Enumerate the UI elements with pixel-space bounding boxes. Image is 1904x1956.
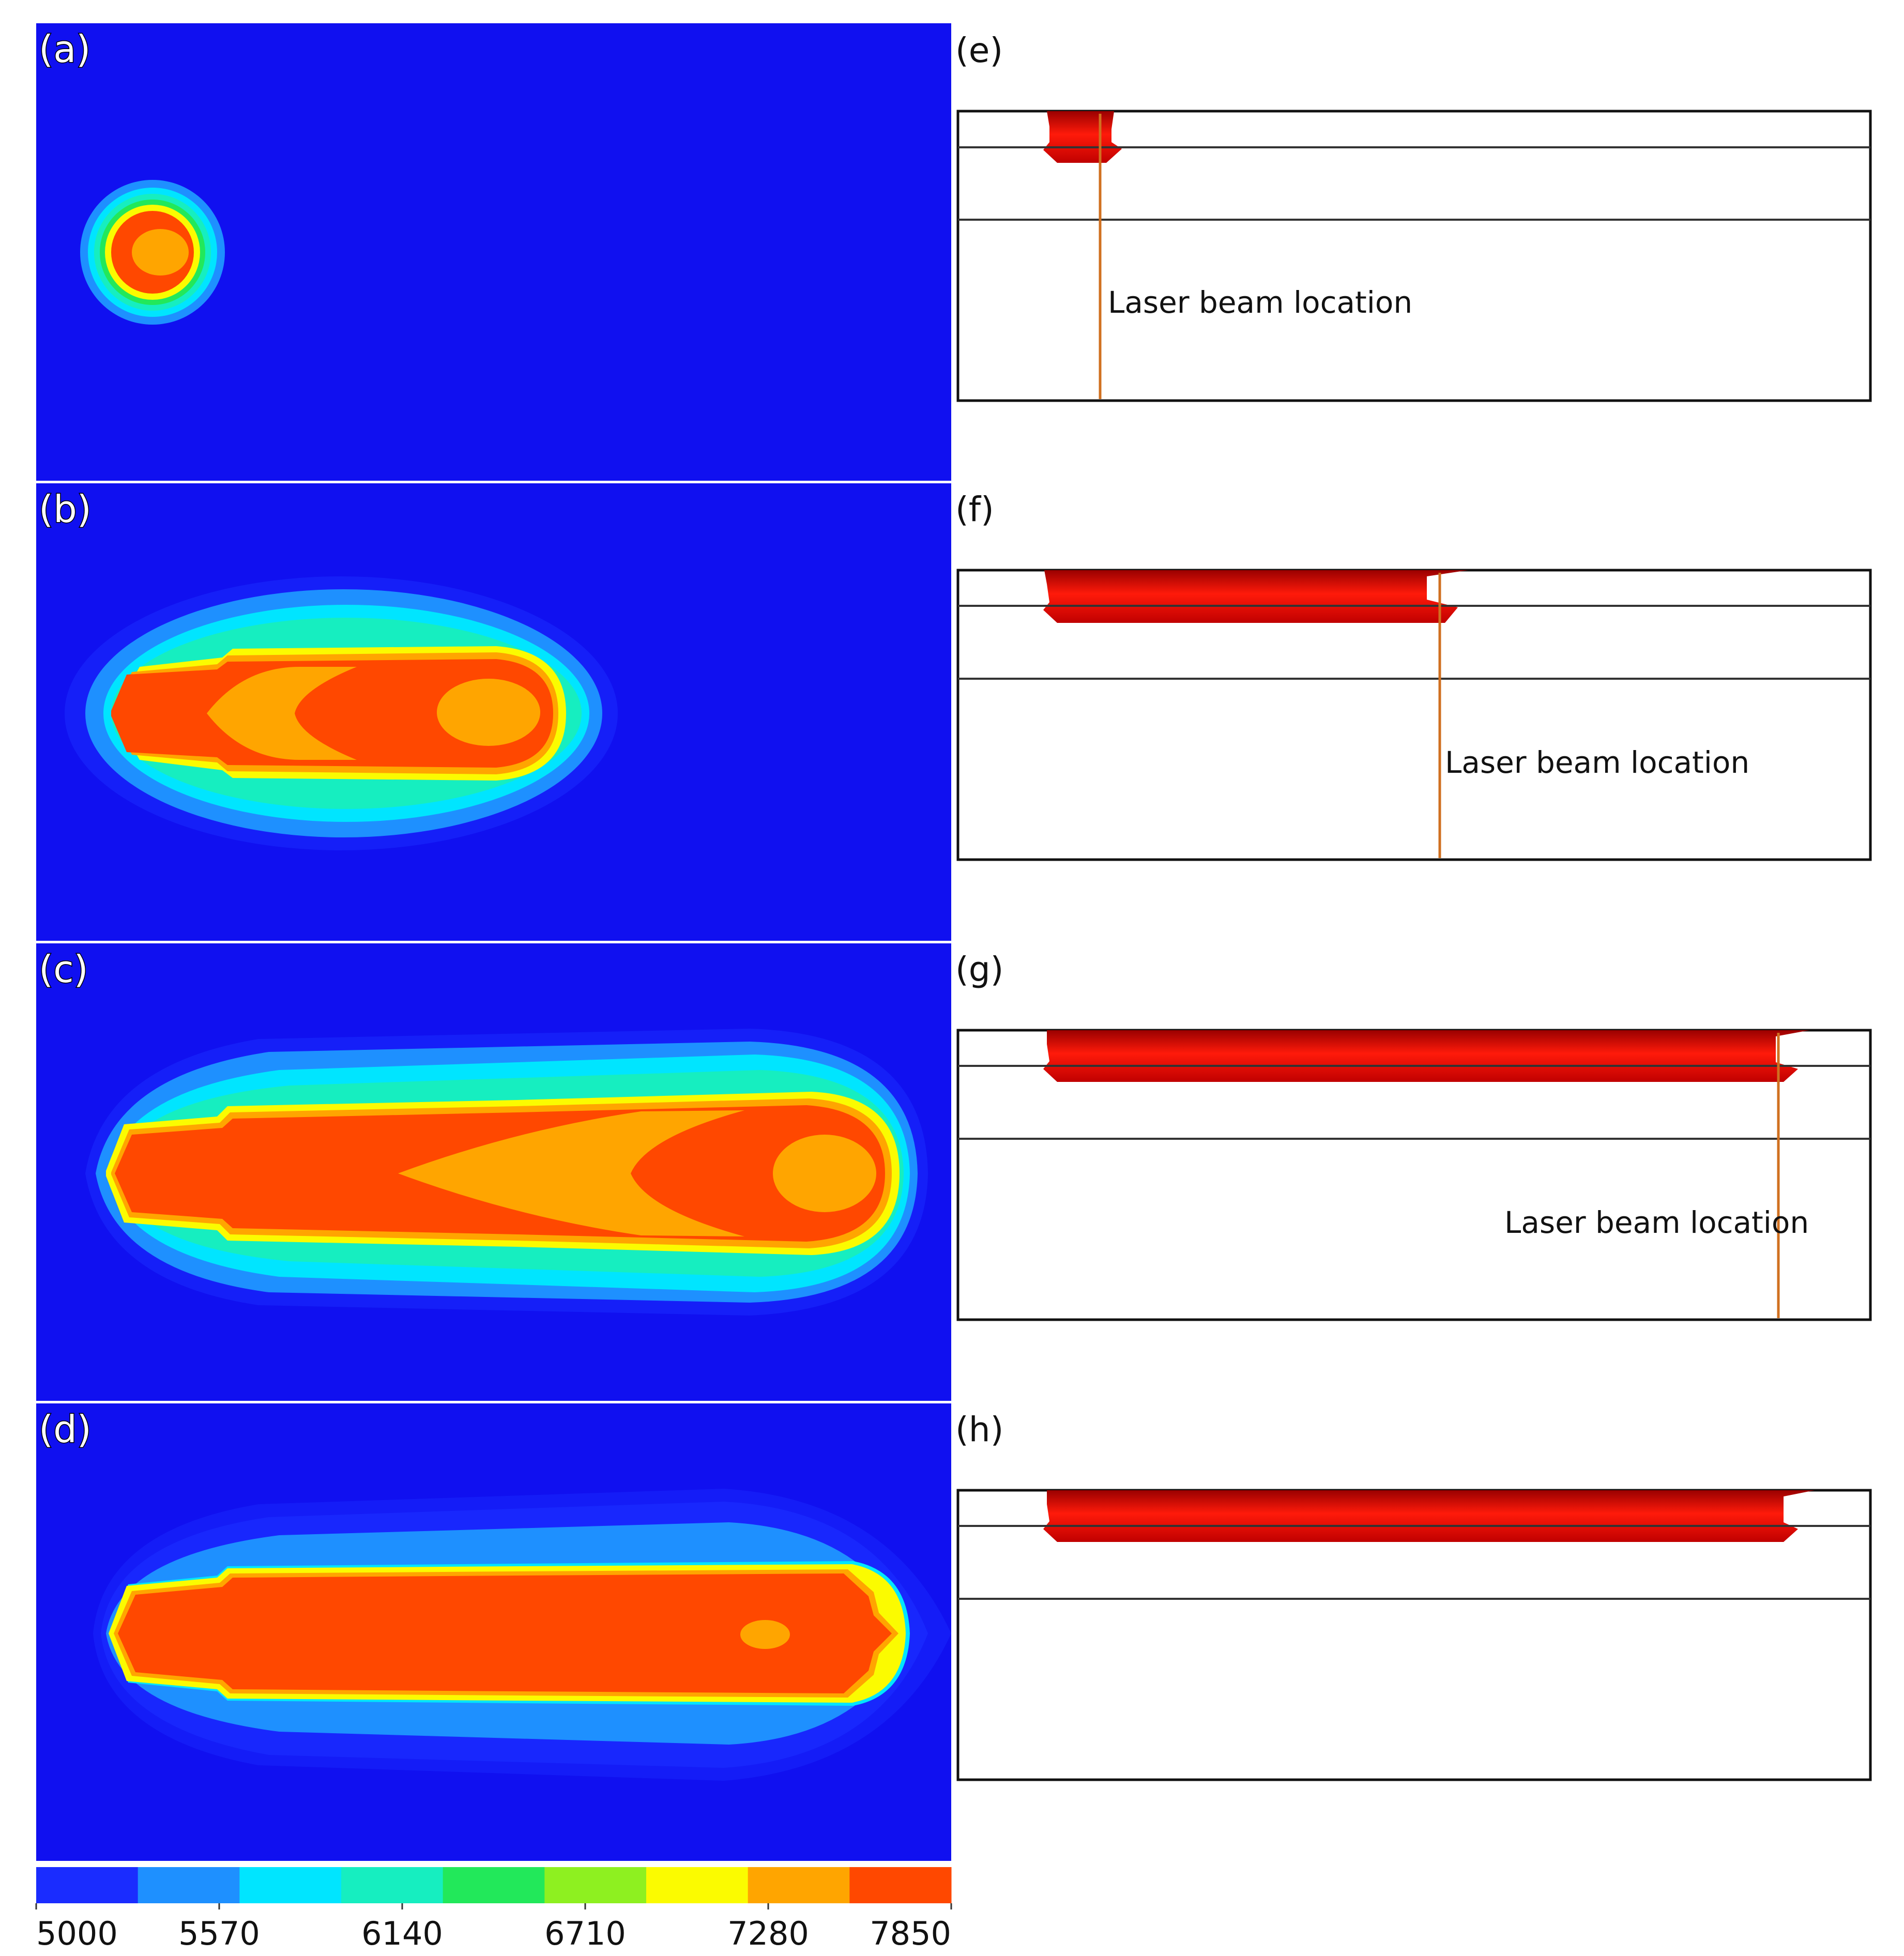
colorbar-segment	[748, 1867, 850, 1903]
panel-b: (b)	[36, 483, 951, 941]
panel-a-label: (a)	[39, 27, 90, 71]
colorbar-segment	[443, 1867, 545, 1903]
panel-f-annotation: Laser beam location	[1445, 745, 1749, 780]
panel-a-temperature-field	[80, 180, 225, 325]
panel-c-label: (c)	[39, 948, 88, 991]
panel-h: (h)	[955, 1410, 1872, 1781]
colorbar-tick-label: 7280	[727, 1915, 809, 1952]
panel-e-label: (e)	[955, 30, 1003, 70]
panel-h-label: (h)	[955, 1410, 1003, 1449]
colorbar-segment	[36, 1867, 139, 1903]
panel-g-melt-pool	[1043, 1030, 1809, 1082]
colorbar-segment	[138, 1867, 240, 1903]
panel-g-annotation: Laser beam location	[1504, 1205, 1809, 1240]
panel-h-melt-pool	[1043, 1490, 1815, 1542]
colorbar-segment	[646, 1867, 749, 1903]
panel-c: (c)	[36, 943, 951, 1401]
panel-e-annotation: Laser beam location	[1108, 285, 1412, 320]
panel-g: (g) Laser beam location	[955, 950, 1872, 1321]
panel-d: (d)	[36, 1403, 951, 1861]
colorbar-segment	[544, 1867, 647, 1903]
colorbar-tick-label: 5000	[36, 1915, 118, 1952]
colorbar-segment	[239, 1867, 342, 1903]
panel-c-temperature-field	[85, 1029, 928, 1316]
panel-d-label: (d)	[39, 1408, 92, 1451]
panel-b-label: (b)	[39, 487, 92, 531]
panel-d-temperature-field	[93, 1489, 951, 1781]
panel-f-melt-pool	[1043, 570, 1468, 623]
panel-f-label: (f)	[955, 490, 994, 529]
panel-g-label: (g)	[955, 950, 1003, 989]
panel-e: (e) Laser beam location	[955, 30, 1872, 402]
colorbar-segment	[341, 1867, 444, 1903]
colorbar-tick-label: 6140	[361, 1915, 443, 1952]
panel-e-melt-pool	[1043, 111, 1122, 163]
panel-f: (f) Laser beam location	[955, 490, 1872, 861]
colorbar-tick-label: 7850	[870, 1915, 951, 1952]
colorbar-tick-label: 5570	[178, 1915, 260, 1952]
panel-b-temperature-field	[65, 576, 618, 850]
panel-a: (a)	[36, 23, 951, 481]
colorbar-tick-label: 6710	[544, 1915, 626, 1952]
colorbar: 5000 5570 6140 6710 7280 7850	[35, 1867, 952, 1952]
colorbar-segment	[849, 1867, 952, 1903]
